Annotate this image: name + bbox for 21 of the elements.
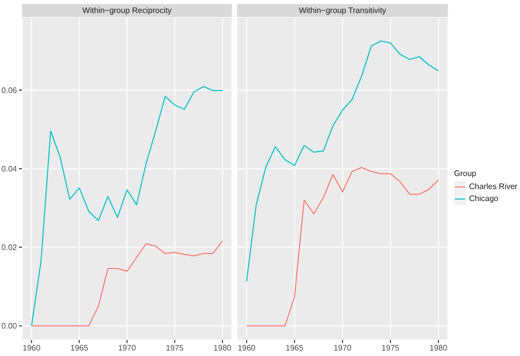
- x-tick-label: 1980: [430, 344, 448, 353]
- x-tick-label: 1975: [166, 344, 184, 353]
- legend-label: Chicago: [468, 193, 500, 204]
- x-tick-label: 1960: [238, 344, 256, 353]
- legend-title: Group: [454, 168, 478, 178]
- line-series: [31, 86, 223, 326]
- x-tick-label: 1975: [382, 344, 400, 353]
- y-tick-label: 0.06: [1, 86, 18, 95]
- y-tick-label: 0.02: [1, 243, 18, 252]
- chart-title: Within−group Transitivity: [237, 4, 448, 17]
- y-tick-label: 0.00: [1, 322, 18, 331]
- x-tick-label: 1970: [334, 344, 352, 353]
- x-tick-label: 1965: [70, 344, 89, 353]
- chart-title: Within−group Reciprocity: [22, 4, 232, 17]
- legend-label: Charles River: [468, 181, 518, 192]
- y-tick-label: 0.04: [1, 164, 18, 174]
- x-tick-label: 1980: [214, 344, 232, 353]
- line-series: [31, 240, 223, 326]
- x-tick-label: 1960: [22, 344, 41, 353]
- x-tick-label: 1970: [118, 344, 136, 353]
- x-tick-label: 1965: [286, 344, 304, 353]
